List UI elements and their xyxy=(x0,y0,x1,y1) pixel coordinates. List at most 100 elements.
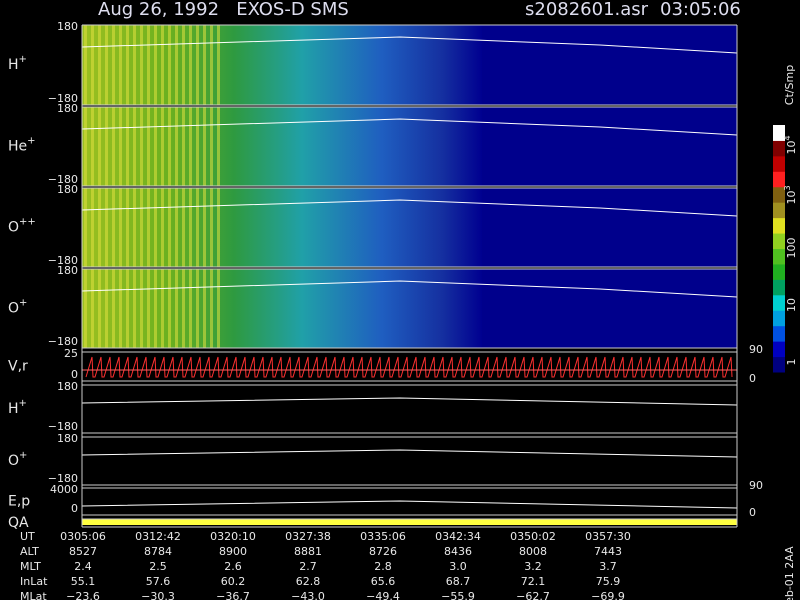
table-cell: 0327:38 xyxy=(285,530,331,543)
row-label: ALT xyxy=(20,545,39,558)
trace xyxy=(81,397,738,406)
panel-label-sup: ++ xyxy=(19,217,36,228)
table-cell: 0342:34 xyxy=(435,530,481,543)
table-cell: 8008 xyxy=(519,545,547,558)
y-tick-label: −180 xyxy=(48,472,78,485)
table-cell: −23.6 xyxy=(66,590,100,600)
row-label: MLat xyxy=(20,590,47,600)
table-cell: 2.8 xyxy=(374,560,392,573)
table-cell: 2.5 xyxy=(149,560,167,573)
table-cell: 0350:02 xyxy=(510,530,556,543)
colorbar-segment xyxy=(773,171,785,188)
table-cell: 3.0 xyxy=(449,560,467,573)
panel-label-text: He xyxy=(8,139,27,155)
y-tick-label: −180 xyxy=(48,254,78,267)
table-cell: 2.4 xyxy=(74,560,92,573)
colorbar-segment xyxy=(773,155,785,172)
panel-label: He+ xyxy=(8,136,36,155)
table-cell: 62.8 xyxy=(296,575,321,588)
table-cell: 57.6 xyxy=(146,575,171,588)
trace xyxy=(81,118,738,136)
panel-label-sup: + xyxy=(19,450,27,461)
table-cell: 3.7 xyxy=(599,560,617,573)
table-cell: 55.1 xyxy=(71,575,96,588)
table-cell: 0320:10 xyxy=(210,530,256,543)
y-tick-label: 180 xyxy=(57,20,78,33)
panel-bg xyxy=(82,437,737,485)
colorbar-label: 100 xyxy=(785,238,798,259)
y-tick-label: 180 xyxy=(57,380,78,393)
time: 03:05:06 xyxy=(660,0,741,20)
row-label: UT xyxy=(20,530,35,543)
colorbar-segment xyxy=(773,356,785,373)
y-tick-label: −180 xyxy=(48,173,78,186)
y-tick-label: 25 xyxy=(64,347,78,360)
panel-label: O++ xyxy=(8,217,36,236)
table-cell: 0305:06 xyxy=(60,530,106,543)
table-cell: 7443 xyxy=(594,545,622,558)
spectrogram-stripes xyxy=(82,269,220,348)
y-tick-label: −180 xyxy=(48,335,78,348)
trace xyxy=(81,449,738,458)
trace xyxy=(81,500,738,509)
table-cell: 0357:30 xyxy=(585,530,631,543)
table-cell: 2.7 xyxy=(299,560,317,573)
panel-label-text: H xyxy=(8,57,19,73)
panel-label: H+ xyxy=(8,398,27,417)
panel-label-text: O xyxy=(8,301,19,317)
y-tick-label: 180 xyxy=(57,183,78,196)
panel-label-sup: + xyxy=(27,136,35,147)
panel-label: H+ xyxy=(8,54,27,73)
y2-tick-label: 0 xyxy=(749,372,756,385)
qa-bar xyxy=(82,519,737,525)
y2-tick-label: 90 xyxy=(749,479,763,492)
y-tick-label: 0 xyxy=(71,502,78,515)
table-cell: −36.7 xyxy=(216,590,250,600)
velocity-trace xyxy=(85,356,733,378)
colorbar-segment xyxy=(773,248,785,265)
table-cell: −55.9 xyxy=(441,590,475,600)
y-tick-label: 180 xyxy=(57,102,78,115)
colorbar-segment xyxy=(773,233,785,249)
spectrogram-stripes xyxy=(82,25,220,105)
file-name: s2082601.asr xyxy=(525,0,649,20)
table-cell: 8900 xyxy=(219,545,247,558)
table-cell: 68.7 xyxy=(446,575,471,588)
panel-label-text: QA xyxy=(8,515,29,531)
table-cell: 2.6 xyxy=(224,560,242,573)
panel-label: O+ xyxy=(8,450,27,469)
table-cell: 0335:06 xyxy=(360,530,406,543)
table-cell: −49.4 xyxy=(366,590,400,600)
colorbar-segment xyxy=(773,263,785,280)
colorbar-segment xyxy=(773,217,785,234)
row-label: InLat xyxy=(20,575,48,588)
colorbar-segment xyxy=(773,310,785,327)
table-cell: −69.9 xyxy=(591,590,625,600)
table-cell: 8527 xyxy=(69,545,97,558)
panel-label-sup: + xyxy=(19,298,27,309)
colorbar-label: 104 xyxy=(783,135,799,154)
colorbar-segment xyxy=(773,294,785,311)
panel-label-text: O xyxy=(8,453,19,469)
table-cell: 8881 xyxy=(294,545,322,558)
spectrogram-stripes xyxy=(82,188,220,267)
colorbar-segment xyxy=(773,341,785,358)
colorbar-base: 100 xyxy=(785,238,798,259)
colorbar-segment xyxy=(773,125,785,141)
colorbar-base: 10 xyxy=(785,298,798,312)
y-tick-label: 180 xyxy=(57,432,78,445)
spectrogram-stripes xyxy=(82,107,220,186)
table-cell: −43.0 xyxy=(291,590,325,600)
colorbar-unit: Ct/Smp xyxy=(783,65,796,105)
row-label: MLT xyxy=(20,560,41,573)
panel-label-text: E,p xyxy=(8,494,30,510)
colorbar-segment xyxy=(773,186,785,203)
table-cell: 8726 xyxy=(369,545,397,558)
colorbar-segment xyxy=(773,325,785,342)
panel-bg xyxy=(82,385,737,433)
panel-label-sup: + xyxy=(19,398,27,409)
table-cell: 65.6 xyxy=(371,575,396,588)
panel-label-text: H xyxy=(8,401,19,417)
colorbar-base: 10 xyxy=(785,141,798,155)
panel-label: V,r xyxy=(8,359,28,375)
